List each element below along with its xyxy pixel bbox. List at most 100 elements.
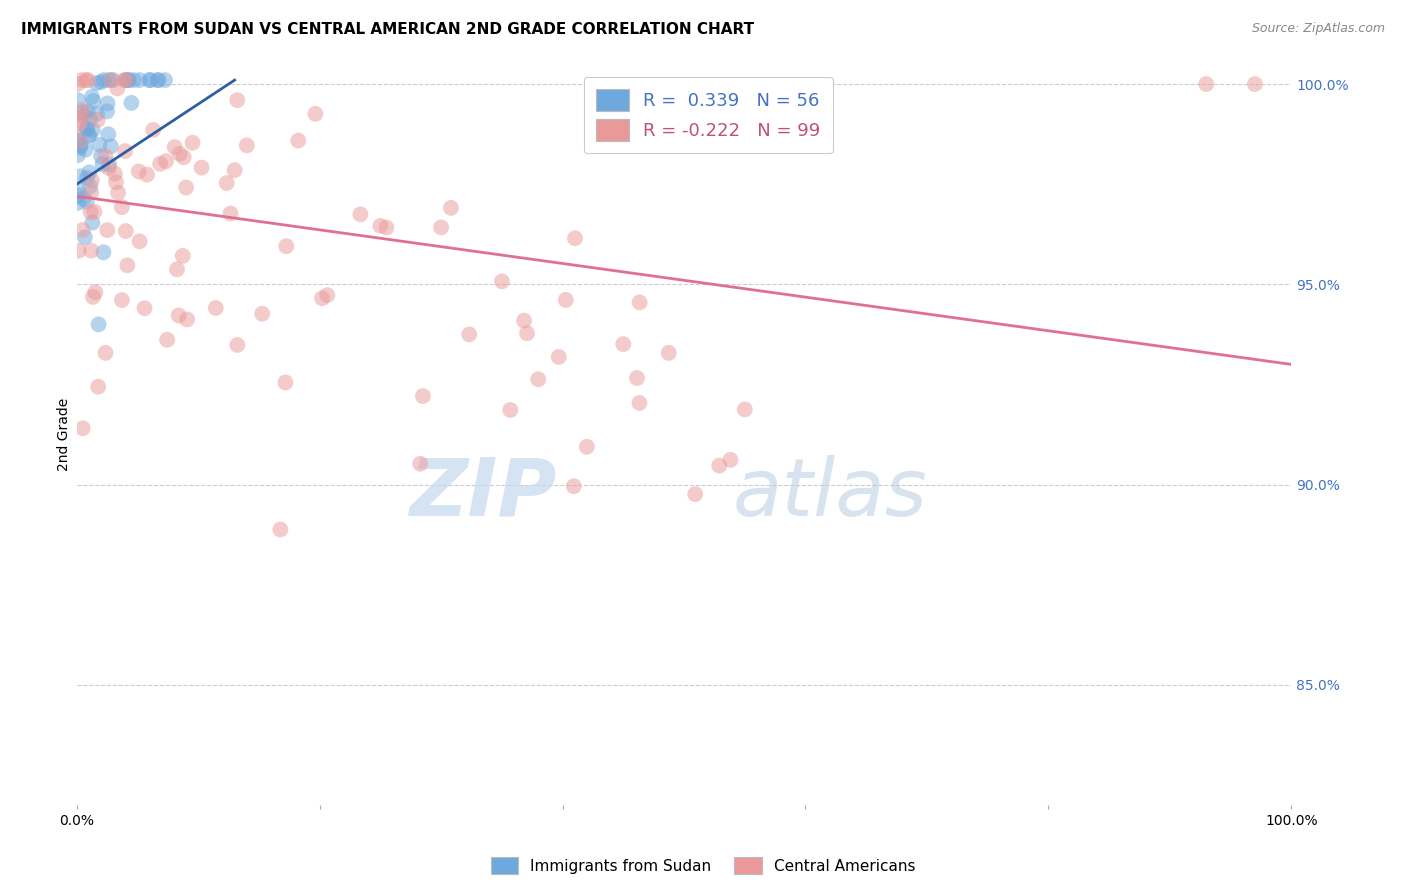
- Point: [734, 402, 756, 417]
- Point: [98, 157, 121, 171]
- Point: [105, 175, 128, 189]
- Text: Source: ZipAtlas.com: Source: ZipAtlas.com: [1251, 22, 1385, 36]
- Point: [67, 244, 90, 258]
- Point: [658, 346, 681, 360]
- Point: [370, 219, 392, 233]
- Point: [172, 249, 194, 263]
- Point: [118, 73, 141, 87]
- Point: [105, 81, 128, 95]
- Point: [90, 149, 112, 163]
- Point: [626, 371, 648, 385]
- Point: [169, 146, 191, 161]
- Point: [66, 148, 89, 162]
- Point: [67, 116, 90, 130]
- Point: [111, 293, 134, 307]
- Point: [76, 194, 98, 209]
- Point: [97, 128, 120, 142]
- Point: [83, 204, 105, 219]
- Point: [86, 107, 108, 121]
- Point: [111, 200, 134, 214]
- Point: [128, 73, 150, 87]
- Point: [287, 134, 309, 148]
- Point: [375, 220, 398, 235]
- Point: [90, 75, 112, 89]
- Point: [69, 138, 91, 153]
- Point: [76, 104, 98, 119]
- Y-axis label: 2nd Grade: 2nd Grade: [58, 398, 72, 471]
- Point: [146, 73, 169, 87]
- Point: [628, 396, 651, 410]
- Point: [66, 93, 89, 107]
- Point: [72, 109, 94, 123]
- Point: [250, 307, 273, 321]
- Point: [80, 90, 103, 104]
- Point: [516, 326, 538, 341]
- Point: [107, 186, 129, 200]
- Point: [66, 196, 89, 211]
- Point: [69, 169, 91, 184]
- Point: [430, 220, 453, 235]
- Text: atlas: atlas: [733, 455, 927, 533]
- Point: [128, 235, 150, 249]
- Point: [409, 457, 432, 471]
- Point: [80, 244, 103, 258]
- Point: [149, 157, 172, 171]
- Point: [122, 73, 145, 87]
- Point: [709, 458, 731, 473]
- Point: [100, 139, 122, 153]
- Point: [101, 73, 124, 87]
- Point: [204, 301, 226, 315]
- Legend: Immigrants from Sudan, Central Americans: Immigrants from Sudan, Central Americans: [485, 851, 921, 880]
- Point: [79, 205, 101, 219]
- Point: [562, 479, 585, 493]
- Point: [66, 77, 89, 91]
- Point: [142, 123, 165, 137]
- Point: [72, 105, 94, 120]
- Point: [97, 161, 120, 175]
- Point: [87, 380, 110, 394]
- Point: [274, 376, 297, 390]
- Point: [96, 104, 118, 119]
- Point: [173, 150, 195, 164]
- Point: [100, 73, 122, 87]
- Point: [683, 487, 706, 501]
- Point: [96, 96, 118, 111]
- Point: [117, 258, 139, 272]
- Point: [76, 73, 98, 87]
- Point: [79, 112, 101, 126]
- Point: [1244, 77, 1267, 91]
- Point: [76, 120, 98, 135]
- Point: [219, 206, 242, 220]
- Point: [136, 168, 159, 182]
- Point: [80, 173, 103, 187]
- Point: [66, 134, 89, 148]
- Point: [1195, 77, 1218, 91]
- Point: [76, 122, 98, 136]
- Point: [77, 128, 100, 142]
- Point: [117, 73, 139, 87]
- Point: [311, 291, 333, 305]
- Point: [139, 73, 162, 87]
- Point: [276, 239, 298, 253]
- Point: [269, 523, 291, 537]
- Point: [226, 93, 249, 107]
- Point: [491, 274, 513, 288]
- Point: [67, 185, 90, 199]
- Point: [181, 136, 204, 150]
- Point: [94, 149, 117, 163]
- Point: [69, 134, 91, 148]
- Point: [82, 94, 104, 108]
- Point: [86, 76, 108, 90]
- Point: [628, 295, 651, 310]
- Point: [72, 223, 94, 237]
- Point: [91, 157, 114, 171]
- Point: [94, 346, 117, 360]
- Point: [67, 188, 90, 202]
- Point: [458, 327, 481, 342]
- Point: [190, 161, 212, 175]
- Point: [215, 176, 238, 190]
- Point: [155, 154, 177, 169]
- Point: [316, 288, 339, 302]
- Point: [112, 73, 135, 87]
- Point: [128, 164, 150, 178]
